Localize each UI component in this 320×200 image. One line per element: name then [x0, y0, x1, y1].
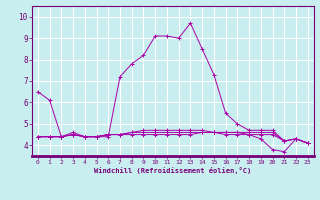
X-axis label: Windchill (Refroidissement éolien,°C): Windchill (Refroidissement éolien,°C) [94, 167, 252, 174]
